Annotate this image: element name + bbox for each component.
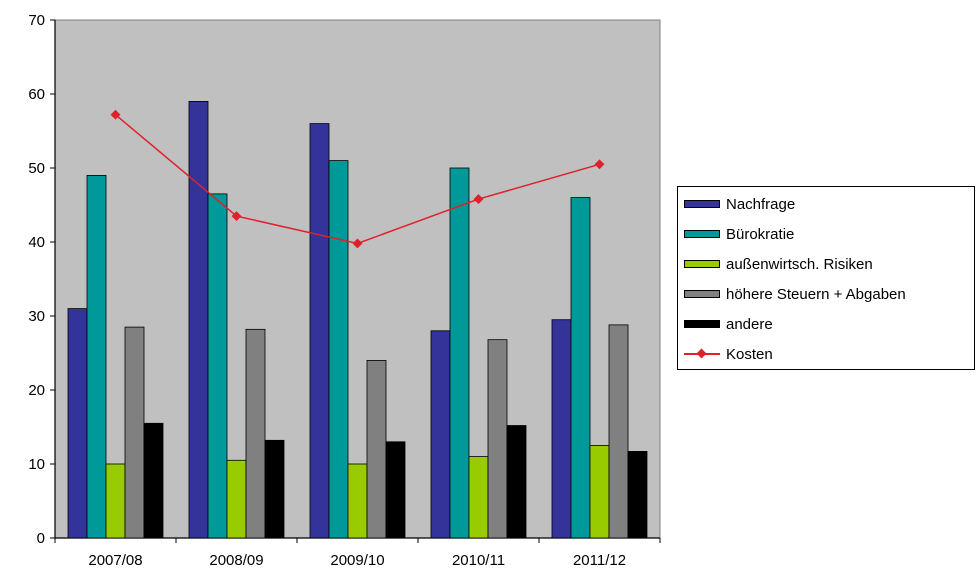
bar-2-4 <box>589 445 610 539</box>
bar-1-2 <box>328 160 349 539</box>
y-tick-label: 10 <box>28 456 45 473</box>
bar-2-2 <box>347 463 368 539</box>
x-tick-label: 2010/11 <box>452 552 505 569</box>
y-tick-label: 70 <box>28 12 45 29</box>
x-tick-label: 2008/09 <box>209 552 263 569</box>
point-kosten-0 <box>110 109 121 120</box>
y-tick-label: 60 <box>28 86 45 103</box>
bar-4-1 <box>264 439 285 539</box>
x-tick-label: 2007/08 <box>88 552 142 569</box>
legend-swatch-risiken <box>684 260 720 268</box>
legend-swatch-nachfrage <box>684 200 720 208</box>
y-tick-label: 30 <box>28 308 45 325</box>
legend-item-nachfrage: Nachfrage <box>684 189 795 219</box>
bar-3-0 <box>124 326 145 539</box>
bar-3-4 <box>608 324 629 539</box>
legend-label-buerokratie: Bürokratie <box>726 225 795 243</box>
bar-2-3 <box>468 456 489 539</box>
bar-1-1 <box>207 193 228 539</box>
legend-item-steuern: höhere Steuern + Abgaben <box>684 279 906 309</box>
legend-label-nachfrage: Nachfrage <box>726 195 796 213</box>
x-tick-label: 2009/10 <box>330 552 384 569</box>
bar-3-3 <box>487 339 508 539</box>
point-kosten-4 <box>594 159 605 170</box>
bar-3-1 <box>245 328 266 539</box>
y-tick-label: 20 <box>28 382 45 399</box>
bar-0-1 <box>188 101 209 539</box>
y-tick-label: 50 <box>28 160 45 177</box>
legend-item-risiken: außenwirtsch. Risiken <box>684 249 873 279</box>
x-tick-label: 2011/12 <box>573 552 626 569</box>
legend: Nachfrage Bürokratie außenwirtsch. Risik… <box>677 186 975 370</box>
bar-2-1 <box>226 459 247 539</box>
legend-label-kosten: Kosten <box>726 345 773 363</box>
legend-item-andere: andere <box>684 309 773 339</box>
bar-0-0 <box>67 308 88 539</box>
point-kosten-2 <box>352 238 363 249</box>
y-tick-label: 0 <box>37 530 45 547</box>
bar-4-0 <box>143 422 164 539</box>
point-kosten-3 <box>473 194 484 205</box>
bar-0-4 <box>551 319 572 539</box>
bar-2-0 <box>105 463 126 539</box>
bar-3-2 <box>366 359 387 539</box>
y-tick-label: 40 <box>28 234 45 251</box>
bar-1-3 <box>449 167 470 539</box>
legend-label-risiken: außenwirtsch. Risiken <box>726 255 873 273</box>
bar-4-4 <box>627 451 648 539</box>
legend-item-buerokratie: Bürokratie <box>684 219 794 249</box>
legend-swatch-steuern <box>684 290 720 298</box>
point-kosten-1 <box>231 211 242 222</box>
bar-4-2 <box>385 441 406 539</box>
legend-swatch-andere <box>684 320 720 328</box>
bar-0-2 <box>309 123 330 539</box>
bar-0-3 <box>430 330 451 539</box>
legend-line-kosten <box>684 348 720 360</box>
legend-label-andere: andere <box>726 315 773 333</box>
bar-4-3 <box>506 425 527 539</box>
legend-item-kosten: Kosten <box>684 339 773 369</box>
legend-swatch-buerokratie <box>684 230 720 238</box>
bar-1-0 <box>86 174 107 539</box>
legend-label-steuern: höhere Steuern + Abgaben <box>726 285 906 303</box>
bar-1-4 <box>570 197 591 539</box>
